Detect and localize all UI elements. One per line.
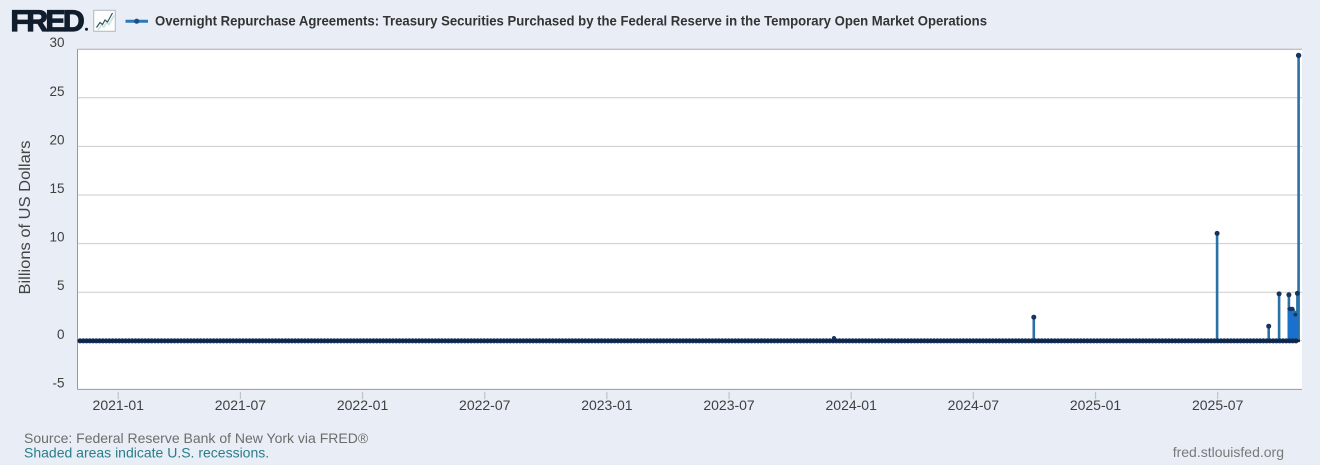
svg-text:Shaded areas indicate U.S. rec: Shaded areas indicate U.S. recessions. [24, 445, 269, 461]
svg-text:2022-07: 2022-07 [459, 397, 511, 413]
svg-text:2023-01: 2023-01 [581, 397, 633, 413]
svg-text:0: 0 [57, 327, 65, 342]
svg-text:FRED: FRED [11, 5, 85, 38]
svg-text:10: 10 [49, 230, 64, 245]
svg-text:2021-01: 2021-01 [93, 397, 145, 413]
svg-text:2025-01: 2025-01 [1070, 397, 1122, 413]
svg-text:Billions of US Dollars: Billions of US Dollars [17, 140, 34, 294]
svg-text:2021-07: 2021-07 [215, 397, 267, 413]
svg-text:-5: -5 [52, 375, 64, 390]
svg-text:15: 15 [49, 181, 64, 196]
svg-text:Source: Federal Reserve Bank o: Source: Federal Reserve Bank of New York… [24, 430, 369, 446]
svg-text:2024-07: 2024-07 [948, 397, 1000, 413]
svg-text:5: 5 [57, 278, 65, 293]
svg-text:2025-07: 2025-07 [1192, 397, 1244, 413]
svg-text:Overnight Repurchase Agreement: Overnight Repurchase Agreements: Treasur… [155, 13, 987, 29]
svg-text:30: 30 [49, 35, 64, 50]
svg-text:2024-01: 2024-01 [826, 397, 878, 413]
svg-text:fred.stlouisfed.org: fred.stlouisfed.org [1173, 444, 1284, 460]
svg-text:2023-07: 2023-07 [703, 397, 755, 413]
svg-text:25: 25 [49, 84, 64, 99]
svg-text:2022-01: 2022-01 [337, 397, 389, 413]
svg-text:20: 20 [49, 132, 64, 147]
